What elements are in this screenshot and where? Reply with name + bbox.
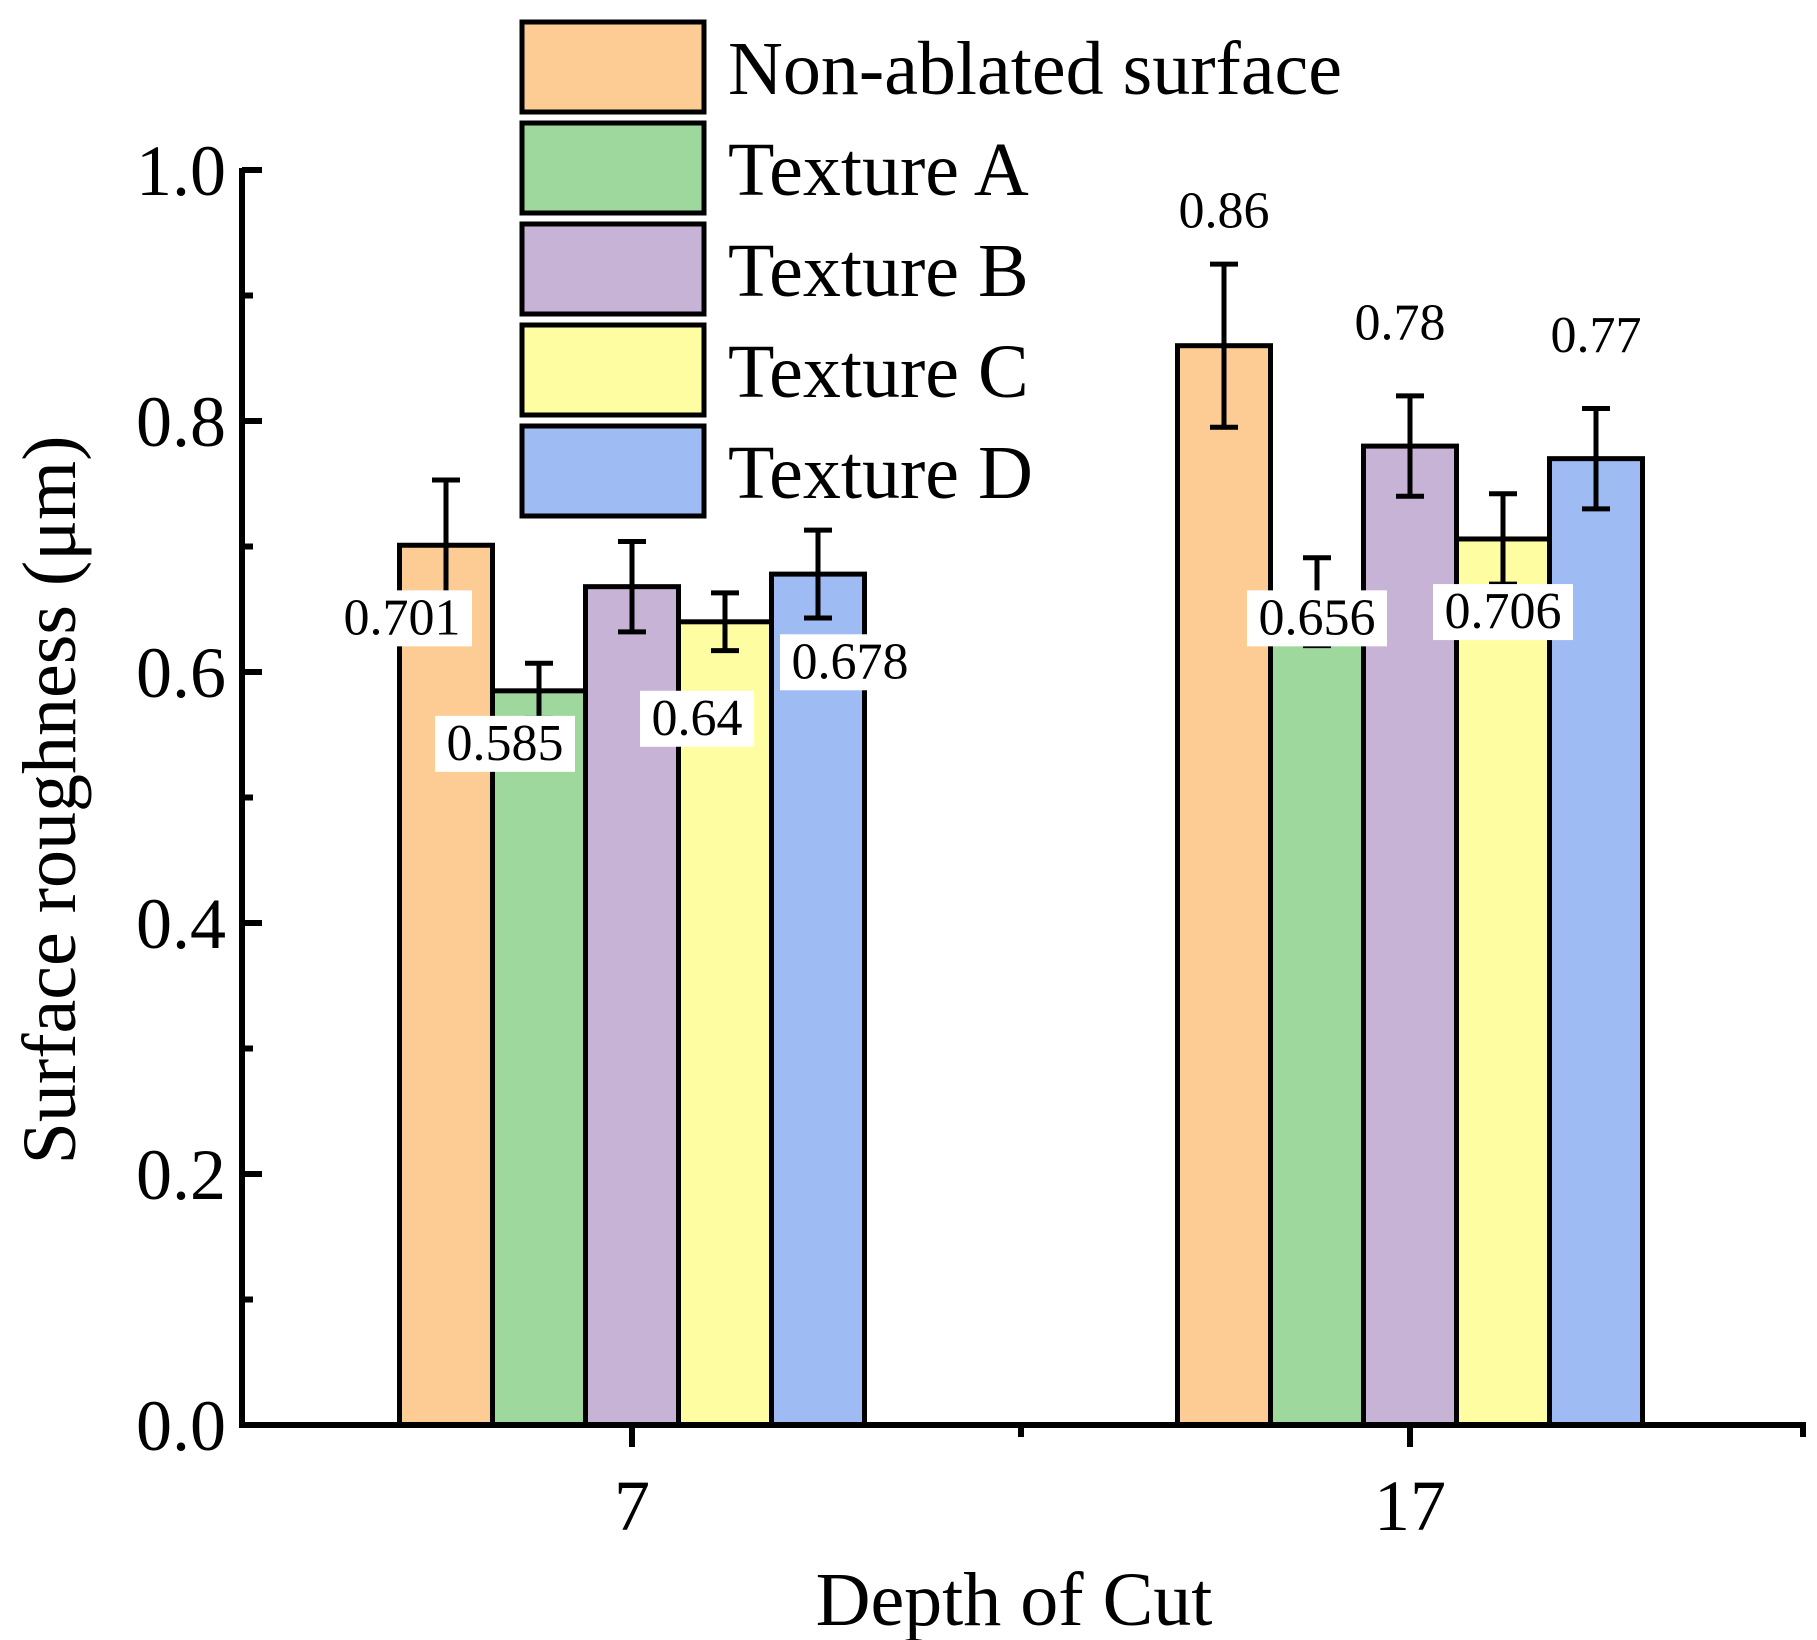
- data-label-bg: [640, 690, 754, 747]
- error-bar-texture-c-7: [711, 590, 739, 654]
- bar-non-ablated-surface-17: [1175, 343, 1273, 1428]
- legend-item-texture-b: Texture B: [519, 221, 1029, 317]
- legend-item-non-ablated-surface: Non-ablated surface: [519, 19, 1342, 115]
- data-label-texture-d-17: 0.77: [1539, 307, 1653, 364]
- legend-label: Texture A: [728, 128, 1029, 212]
- legend-label: Texture C: [728, 330, 1029, 414]
- data-label-bg: [332, 590, 472, 647]
- bar-texture-a-7: [490, 688, 588, 1428]
- data-label-bg: [1433, 584, 1573, 641]
- data-label-text: 0.86: [1179, 183, 1270, 240]
- legend-label: Texture D: [728, 431, 1033, 515]
- error-bar-texture-b-17: [1396, 393, 1424, 499]
- data-label-bg: [1247, 590, 1387, 647]
- x-axis-title: Depth of Cut: [816, 1558, 1213, 1640]
- data-label-text: 0.656: [1259, 589, 1376, 646]
- y-tick-label: 0.0: [136, 1386, 226, 1466]
- data-label-text: 0.678: [792, 633, 909, 690]
- y-tick-label: 1.0: [136, 131, 226, 211]
- legend-item-texture-d: Texture D: [519, 423, 1033, 519]
- data-label-texture-a-7: 0.585: [435, 715, 575, 772]
- data-label-non-ablated-surface-7: 0.701: [332, 589, 472, 647]
- error-bar-texture-b-7: [618, 538, 646, 635]
- data-label-text: 0.701: [344, 589, 461, 646]
- data-label-texture-c-17: 0.706: [1433, 583, 1573, 641]
- bar-non-ablated-surface-7: [397, 542, 495, 1428]
- legend-item-texture-a: Texture A: [519, 120, 1029, 216]
- legend-label: Texture B: [728, 229, 1029, 313]
- y-axis-title: Surface roughness (μm): [8, 436, 92, 1165]
- data-label-bg: [1539, 307, 1653, 364]
- data-label-non-ablated-surface-17: 0.86: [1167, 183, 1281, 240]
- legend-swatch: [519, 221, 707, 317]
- data-label-text: 0.78: [1355, 294, 1446, 351]
- axes-layer: 0.0 0.2 0.4 0.6 0.8 1.0 7 17: [136, 131, 1806, 1546]
- legend-label: Non-ablated surface: [728, 27, 1342, 111]
- legend-swatch: [519, 423, 707, 519]
- data-label-text: 0.64: [652, 690, 743, 747]
- bar-texture-a-17: [1268, 599, 1366, 1428]
- data-label-text: 0.585: [447, 715, 564, 772]
- data-label-bg: [435, 715, 575, 772]
- y-tick-label: 0.8: [136, 382, 226, 462]
- legend-swatch: [519, 322, 707, 418]
- data-label-text: 0.77: [1551, 307, 1642, 364]
- bar-texture-c-17: [1454, 536, 1552, 1428]
- data-label-bg: [1167, 183, 1281, 240]
- x-tick-label: 7: [614, 1466, 650, 1546]
- data-label-texture-b-17: 0.78: [1343, 294, 1457, 352]
- y-tick-label: 0.6: [136, 633, 226, 713]
- data-labels-layer: 0.7010.5850.6680.640.6780.860.6560.780.7…: [332, 183, 1653, 772]
- y-tick-label: 0.4: [136, 884, 226, 964]
- legend-swatch: [519, 120, 707, 216]
- legend-item-texture-c: Texture C: [519, 322, 1029, 418]
- data-label-texture-c-7: 0.64: [640, 690, 754, 747]
- error-bar-texture-d-17: [1582, 405, 1610, 512]
- error-bar-non-ablated-surface-17: [1210, 261, 1238, 430]
- data-label-bg: [780, 634, 920, 691]
- x-tick-label: 17: [1374, 1466, 1446, 1546]
- legend: Non-ablated surface Texture A Texture B Tex…: [519, 19, 1342, 519]
- data-label-texture-a-17: 0.656: [1247, 589, 1387, 647]
- error-bar-texture-d-7: [804, 527, 832, 621]
- data-label-text: 0.706: [1445, 583, 1562, 640]
- data-label-bg: [1343, 295, 1457, 352]
- bar-texture-d-7: [769, 571, 867, 1428]
- legend-swatch: [519, 19, 707, 115]
- y-tick-label: 0.2: [136, 1135, 226, 1215]
- data-label-texture-d-7: 0.678: [780, 633, 920, 691]
